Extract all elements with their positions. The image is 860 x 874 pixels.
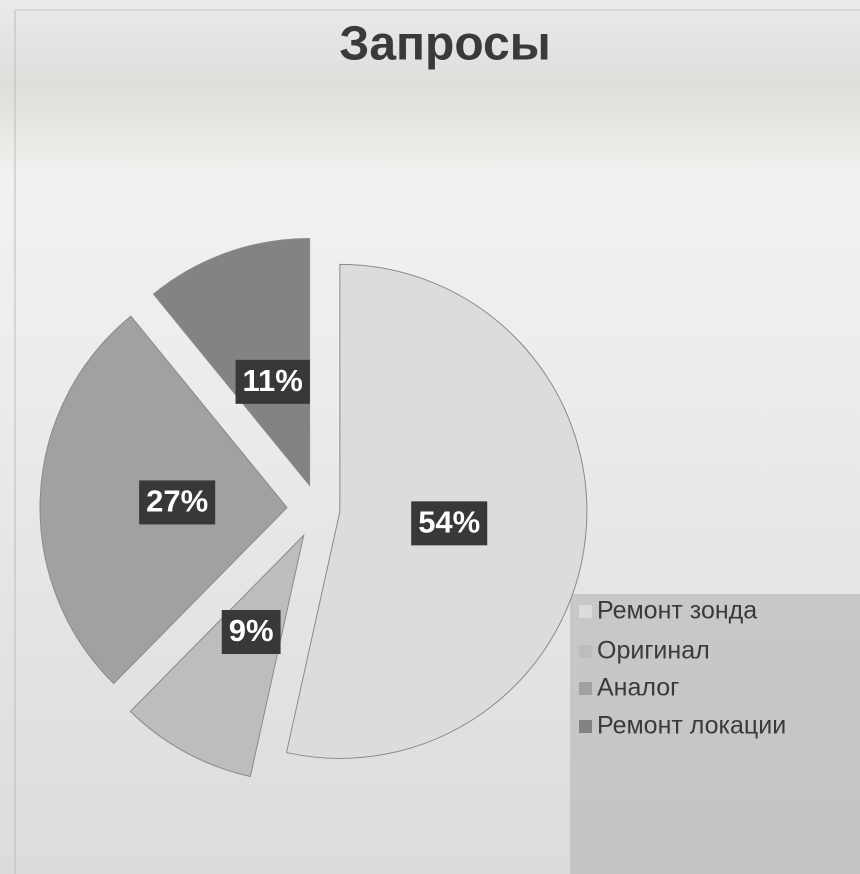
data-label-bg: [235, 359, 310, 404]
data-label-bg: [221, 610, 281, 655]
legend-label: Аналог: [597, 674, 679, 702]
data-label: 11%: [243, 363, 303, 398]
chart-title: Запросы: [339, 18, 550, 71]
pie-slice: [152, 237, 311, 487]
legend-swatch: [579, 720, 592, 733]
legend-swatch: [579, 645, 592, 658]
legend-box: [570, 594, 860, 874]
data-label-bg: [411, 501, 488, 546]
data-label-bg: [139, 480, 216, 525]
legend-swatch: [579, 605, 592, 618]
pie-slice: [129, 533, 305, 778]
data-label: 27%: [146, 484, 208, 519]
data-label: 9%: [229, 613, 274, 648]
legend-label: Ремонт локации: [597, 712, 786, 740]
data-label: 54%: [418, 505, 480, 540]
legend-label: Оригинал: [597, 637, 710, 665]
legend-label: Ремонт зонда: [597, 597, 757, 625]
legend-swatch: [579, 682, 592, 695]
